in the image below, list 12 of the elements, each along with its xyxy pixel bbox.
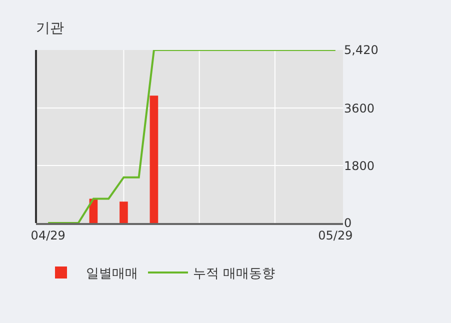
x-tick-label: 04/29	[30, 228, 66, 242]
legend-label: 일별매매	[86, 266, 138, 282]
y-tick-label: 0	[344, 216, 352, 230]
bar	[120, 202, 128, 223]
bar	[150, 96, 158, 223]
y-tick-label: 3600	[344, 101, 375, 116]
line-series	[47, 50, 336, 223]
y-tick-label: 5,420	[344, 43, 378, 58]
chart-title: 기관	[36, 20, 64, 36]
x-tick-label: 05/29	[318, 228, 353, 242]
legend-label: 누적 매매동향	[193, 266, 276, 282]
y-tick-label: 1800	[344, 158, 375, 173]
